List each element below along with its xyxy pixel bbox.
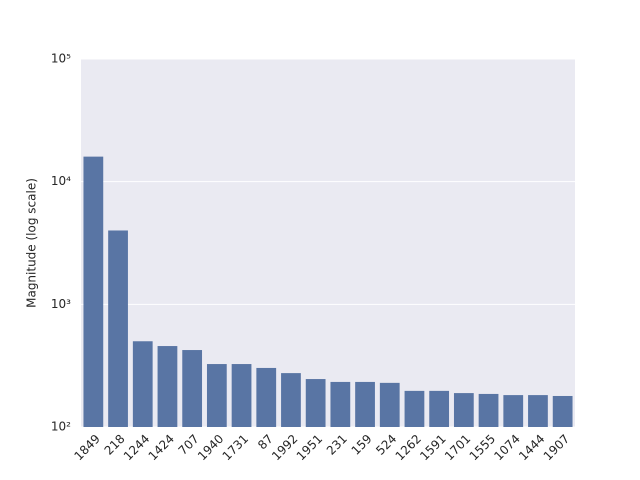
x-tick-label: 1262	[393, 432, 424, 463]
bar	[231, 364, 252, 427]
bar	[330, 381, 351, 427]
bar	[453, 393, 474, 427]
x-tick-label: 159	[349, 432, 375, 458]
x-tick-label: 1940	[195, 432, 226, 463]
bar	[83, 156, 104, 428]
x-tick-label: 1907	[541, 432, 572, 463]
x-tick-label: 1444	[516, 432, 547, 463]
bar	[157, 346, 178, 427]
x-tick-label: 231	[324, 432, 350, 458]
x-tick-label: 1424	[146, 432, 177, 463]
bar	[355, 381, 375, 427]
y-tick-label: 10³	[51, 297, 71, 311]
bar	[429, 390, 450, 427]
x-tick-label: 1244	[121, 432, 152, 463]
bar	[206, 364, 227, 427]
bar	[281, 373, 301, 427]
x-tick-label: 1951	[294, 432, 325, 463]
x-tick-label: 1731	[220, 432, 251, 463]
bar	[528, 395, 548, 427]
x-tick-label: 1849	[71, 432, 102, 463]
bar	[552, 395, 573, 427]
bar	[108, 230, 128, 427]
bar	[182, 350, 203, 427]
bar	[478, 393, 499, 427]
bar	[503, 395, 524, 427]
x-tick-label: 1074	[491, 432, 522, 463]
bar	[404, 390, 425, 427]
y-tick-label: 10⁵	[51, 52, 71, 66]
x-tick-label: 1701	[442, 432, 473, 463]
x-tick-label: 1555	[467, 432, 498, 463]
y-axis-label: Magnitude (log scale)	[25, 178, 39, 308]
plot-area	[81, 59, 575, 427]
x-tick-label: 1992	[269, 432, 300, 463]
y-tick-label: 10²	[51, 420, 71, 434]
x-tick-label: 1591	[417, 432, 448, 463]
bar	[379, 382, 400, 427]
y-tick-label: 10⁴	[51, 174, 71, 188]
bar	[305, 379, 326, 427]
bar	[256, 367, 277, 427]
bar	[132, 341, 153, 427]
